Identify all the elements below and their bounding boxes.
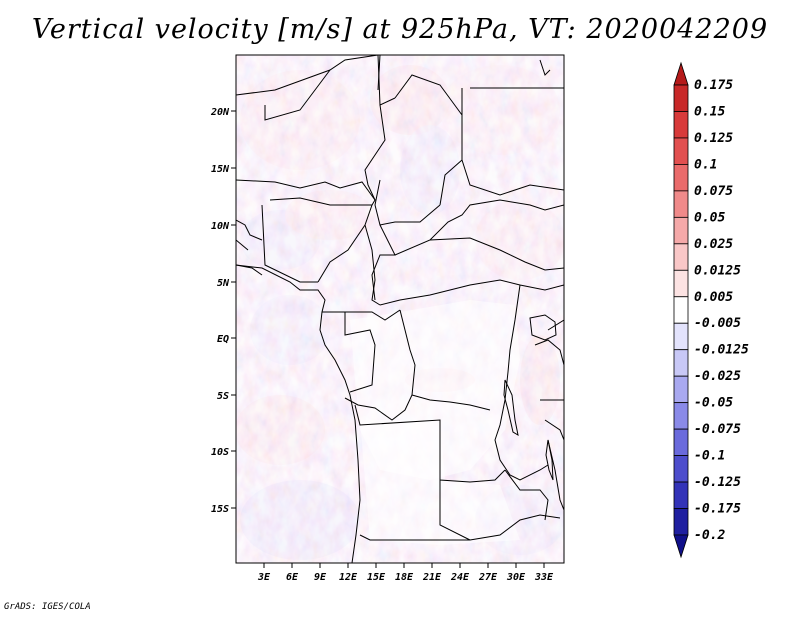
colorbar-labels: 0.175 0.15 0.125 0.1 0.075 0.05 0.025 0.0125 0.0… <box>694 78 749 543</box>
lon-label: 18E <box>395 572 414 583</box>
lon-label: 12E <box>339 572 358 583</box>
colorbar-top-arrow <box>673 61 689 86</box>
colorbar-box <box>673 137 689 165</box>
lon-label: 15E <box>367 572 386 583</box>
lon-label: 30E <box>506 572 526 583</box>
colorbar-label: 0.075 <box>694 184 733 199</box>
colorbar: 0.175 0.15 0.125 0.1 0.075 0.05 0.025 0.0125 0.0… <box>673 61 749 559</box>
colorbar-label: -0.2 <box>694 528 725 543</box>
colorbar-label: -0.175 <box>694 502 741 517</box>
colorbar-label: 0.15 <box>694 104 725 119</box>
colorbar-label: 0.0125 <box>694 263 741 278</box>
lon-label: 27E <box>478 572 498 583</box>
colorbar-label: -0.005 <box>694 316 741 331</box>
colorbar-box <box>673 243 689 271</box>
lat-label: 15S <box>211 504 229 515</box>
colorbar-label: 0.025 <box>694 237 733 252</box>
colorbar-box <box>673 269 689 298</box>
colorbar-label: -0.1 <box>694 449 725 464</box>
colorbar-label: 0.1 <box>694 157 717 172</box>
lon-label: 6E <box>286 572 299 583</box>
colorbar-box <box>673 322 689 351</box>
colorbar-box <box>673 402 689 430</box>
lat-label: 10N <box>211 221 230 232</box>
colorbar-label: 0.005 <box>694 290 733 305</box>
latitude-axis: 20N 15N 10N 5N EQ 5S 10S 15S <box>210 107 236 515</box>
colorbar-box <box>673 349 689 377</box>
longitude-axis: 3E 6E 9E 12E 15E 18E 21E 24E 27E 30E 33E <box>257 563 554 583</box>
colorbar-bottom-arrow <box>673 534 689 559</box>
lat-label: EQ <box>217 334 229 345</box>
lon-label: 3E <box>257 572 271 583</box>
colorbar-box <box>673 296 689 324</box>
colorbar-box <box>673 375 689 404</box>
colorbar-box <box>673 508 689 536</box>
lat-label: 5N <box>217 278 230 289</box>
colorbar-label: 0.125 <box>694 131 733 146</box>
colorbar-box <box>673 216 689 245</box>
colorbar-label: -0.075 <box>694 422 741 437</box>
colorbar-box <box>673 164 689 192</box>
colorbar-label: -0.05 <box>694 396 733 411</box>
colorbar-label: -0.025 <box>694 369 741 384</box>
lon-label: 9E <box>314 572 327 583</box>
colorbar-box <box>673 481 689 509</box>
velocity-field <box>236 55 564 563</box>
map-frame <box>235 54 565 564</box>
colorbar-label: 0.05 <box>694 210 725 225</box>
lat-label: 10S <box>211 447 229 458</box>
country-borders <box>236 55 564 563</box>
map-title: Vertical velocity [m/s] at 925hPa, VT: 2… <box>31 14 769 45</box>
colorbar-box <box>673 455 689 483</box>
grads-credit: GrADS: IGES/COLA <box>4 602 91 612</box>
colorbar-box <box>673 428 689 456</box>
lat-label: 5S <box>217 391 229 402</box>
lon-label: 33E <box>534 572 554 583</box>
colorbar-box <box>673 190 689 218</box>
colorbar-box <box>673 84 689 112</box>
colorbar-label: 0.175 <box>694 78 733 93</box>
lon-label: 24E <box>450 572 470 583</box>
lat-label: 15N <box>211 164 230 175</box>
lat-label: 20N <box>210 107 230 118</box>
lon-label: 21E <box>422 572 442 583</box>
colorbar-label: -0.125 <box>694 475 741 490</box>
colorbar-boxes <box>673 61 689 559</box>
colorbar-box <box>673 111 689 139</box>
colorbar-label: -0.0125 <box>694 343 749 358</box>
